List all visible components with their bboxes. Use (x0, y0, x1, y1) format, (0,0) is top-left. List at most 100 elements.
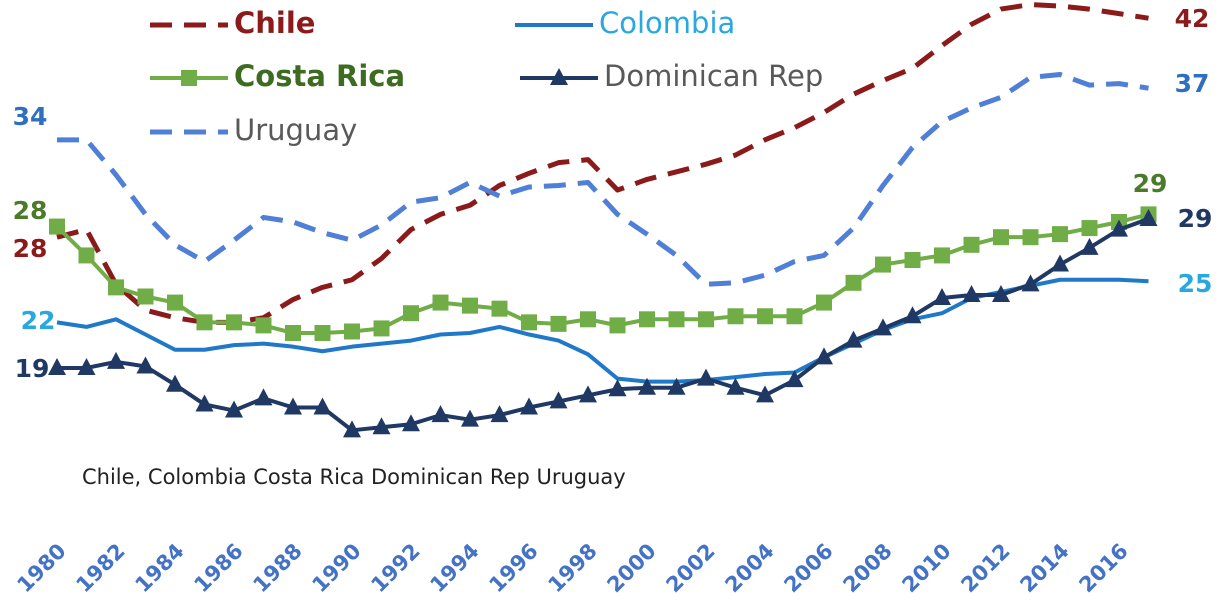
data-point (992, 284, 1010, 302)
data-point (639, 311, 655, 328)
data-point (1022, 229, 1039, 246)
data-point (726, 377, 745, 395)
data-point (844, 330, 863, 348)
data-point (757, 308, 773, 325)
data-point (698, 311, 714, 328)
data-point (196, 314, 213, 331)
data-point (1052, 226, 1068, 243)
data-point (491, 300, 508, 317)
legend-marker (550, 68, 568, 85)
data-point (1051, 254, 1069, 272)
legend-label: Uruguay (234, 113, 357, 147)
data-point (107, 351, 125, 369)
data-label: 34 (13, 102, 48, 131)
data-point (490, 405, 509, 423)
x-tick-label: 1990 (307, 539, 365, 597)
data-point (373, 320, 390, 337)
data-label: 29 (1133, 169, 1168, 198)
x-tick-label: 1994 (425, 539, 483, 597)
data-point (1080, 237, 1099, 255)
data-point (108, 279, 124, 296)
data-point (313, 397, 332, 415)
x-tick-label: 1992 (366, 539, 424, 597)
data-point (166, 374, 184, 392)
x-tick-label: 1998 (543, 539, 601, 597)
data-point (48, 357, 66, 375)
data-point (1110, 219, 1128, 237)
data-point (816, 294, 832, 311)
series-line (55, 212, 1149, 335)
series-line (56, 2, 1149, 325)
data-point (933, 288, 951, 306)
x-tick-label: 2012 (956, 539, 1014, 597)
data-point (785, 370, 804, 388)
data-point (667, 377, 686, 395)
data-point (815, 347, 833, 365)
x-tick-label: 1982 (71, 539, 129, 597)
x-tick-label: 2002 (661, 539, 719, 597)
data-point (344, 323, 360, 340)
data-point (343, 420, 361, 438)
data-point (874, 318, 892, 336)
data-point (78, 247, 95, 264)
data-point (520, 397, 538, 415)
data-point (786, 308, 803, 325)
legend-label: Colombia (599, 6, 735, 40)
annotation: Chile, Colombia Costa Rica Dominican Rep… (82, 465, 626, 489)
x-tick-label: 1986 (189, 539, 247, 597)
data-point (314, 324, 331, 341)
data-point (1021, 274, 1040, 292)
data-point (668, 311, 685, 328)
legend-label: Costa Rica (234, 59, 405, 93)
data-point (579, 385, 597, 403)
legend-marker (181, 70, 197, 86)
data-label: 37 (1175, 69, 1210, 98)
data-point (254, 388, 273, 406)
data-point (521, 314, 537, 331)
legend-label: Chile (234, 6, 315, 40)
data-label: 28 (13, 234, 48, 263)
data-label: 25 (1178, 269, 1213, 298)
data-point (403, 305, 419, 322)
data-point (285, 324, 301, 341)
data-point (136, 356, 155, 374)
data-point (461, 409, 479, 427)
series-line (57, 71, 1149, 287)
data-point (1081, 220, 1098, 237)
data-point (609, 317, 626, 334)
data-point (402, 414, 420, 432)
data-point (962, 284, 981, 302)
data-point (993, 229, 1009, 246)
x-tick-label: 2016 (1074, 539, 1132, 597)
data-point (372, 417, 391, 435)
x-tick-label: 1996 (484, 539, 542, 597)
x-tick-label: 2000 (602, 539, 660, 597)
data-point (195, 394, 214, 412)
data-point (225, 400, 243, 418)
data-point (903, 306, 922, 324)
data-point (845, 274, 862, 291)
data-point (550, 315, 567, 332)
data-point (875, 256, 891, 273)
x-tick-label: 2004 (720, 539, 778, 597)
data-point (284, 397, 302, 415)
data-point (137, 288, 154, 305)
data-point (432, 294, 449, 311)
data-point (697, 368, 715, 386)
x-tick-label: 1984 (130, 539, 188, 597)
data-label: 42 (1175, 4, 1210, 33)
x-tick-label: 2006 (779, 539, 837, 597)
data-label: 22 (21, 306, 56, 335)
data-label: 29 (1178, 204, 1213, 233)
data-label: 28 (13, 196, 48, 225)
x-tick-label: 1988 (248, 539, 306, 597)
data-point (167, 294, 183, 311)
data-point (904, 251, 921, 268)
x-tick-label: 2008 (838, 539, 896, 597)
data-point (226, 314, 242, 331)
x-tick-label: 1980 (12, 539, 70, 597)
data-point (549, 391, 568, 409)
data-point (1139, 208, 1158, 226)
data-point (756, 385, 774, 403)
